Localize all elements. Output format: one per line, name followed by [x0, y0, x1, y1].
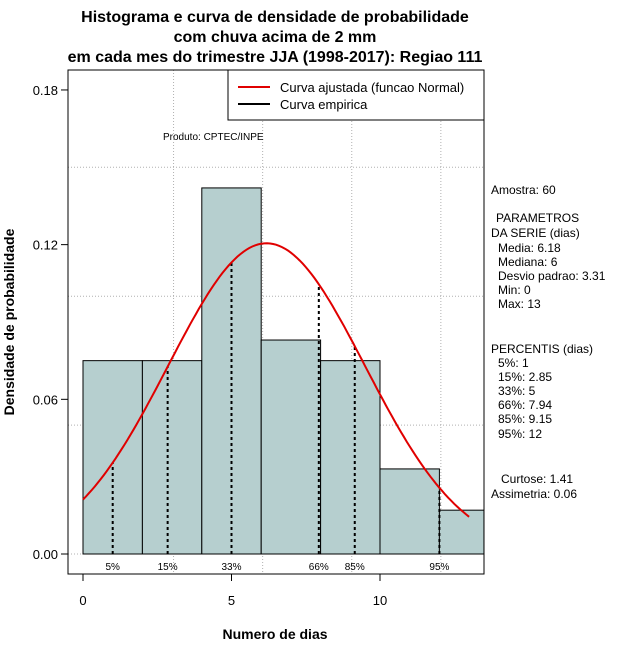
legend-box: [227, 69, 485, 121]
x-tick-label-0: 0: [79, 593, 86, 608]
percentile-label-66pct: 66%: [309, 562, 329, 573]
percentile-label-15pct: 15%: [158, 562, 178, 573]
percentil-66: 66%: 7.94: [498, 398, 552, 412]
y-tick-label-2: 0.12: [33, 238, 58, 253]
y-axis-label: Densidade de probabilidade: [1, 228, 17, 415]
y-tick-label-1: 0.06: [33, 392, 58, 407]
legend: Curva ajustada (funcao Normal) Curva emp…: [227, 69, 485, 121]
histogram-bar-4: [320, 360, 381, 555]
x-tick-label-2: 10: [373, 593, 387, 608]
product-credit: Produto: CPTEC/INPE: [163, 132, 264, 143]
param-desvio: Desvio padrao: 3.31: [498, 269, 606, 283]
parametros-heading-2: DA SERIE (dias): [491, 226, 580, 240]
percentile-label-85pct: 85%: [345, 562, 365, 573]
percentil-5: 5%: 1: [498, 356, 529, 370]
param-max: Max: 13: [498, 297, 541, 311]
percentil-85: 85%: 9.15: [498, 412, 552, 426]
stats-panel: Amostra: 60 PARAMETROS DA SERIE (dias) M…: [491, 183, 606, 501]
legend-label-normal: Curva ajustada (funcao Normal): [280, 80, 464, 95]
x-axis-label: Numero de dias: [222, 626, 327, 642]
histogram-bar-6: [438, 509, 485, 555]
percentile-label-95pct: 95%: [429, 562, 449, 573]
chart-title-line-1: Histograma e curva de densidade de proba…: [81, 9, 469, 26]
curtose: Curtose: 1.41: [501, 472, 573, 486]
parametros-heading-1: PARAMETROS: [496, 211, 579, 225]
percentile-label-5pct: 5%: [105, 562, 120, 573]
histogram-bars: [82, 187, 485, 555]
percentile-label-33pct: 33%: [221, 562, 241, 573]
param-min: Min: 0: [498, 283, 531, 297]
x-tick-label-1: 5: [228, 593, 235, 608]
sample-size: Amostra: 60: [491, 183, 556, 197]
histogram-bar-3: [260, 339, 322, 555]
curves: [82, 242, 470, 518]
y-tick-label-0: 0.00: [33, 547, 58, 562]
chart-title-line-3: em cada mes do trimestre JJA (1998-2017)…: [68, 49, 483, 66]
param-media: Media: 6.18: [498, 241, 561, 255]
percentil-95: 95%: 12: [498, 427, 542, 441]
histogram-bar-5: [379, 468, 440, 555]
legend-label-empirical: Curva empirica: [280, 97, 368, 112]
percentil-33: 33%: 5: [498, 384, 536, 398]
y-tick-label-3: 0.18: [33, 83, 58, 98]
percentile-markers: 5% 15% 33% 66% 85% 95%: [105, 262, 450, 573]
assimetria: Assimetria: 0.06: [491, 487, 577, 501]
percentis-heading: PERCENTIS (dias): [491, 342, 593, 356]
axes: 0 5 10 0.00 0.06 0.12 0.18: [33, 83, 388, 608]
chart-title-line-2: com chuva acima de 2 mm: [174, 29, 377, 46]
percentil-15: 15%: 2.85: [498, 370, 552, 384]
histogram-bar-1: [141, 360, 203, 555]
param-mediana: Mediana: 6: [498, 255, 558, 269]
histogram-bar-0: [82, 360, 143, 555]
normal-fit-curve: [82, 242, 470, 518]
